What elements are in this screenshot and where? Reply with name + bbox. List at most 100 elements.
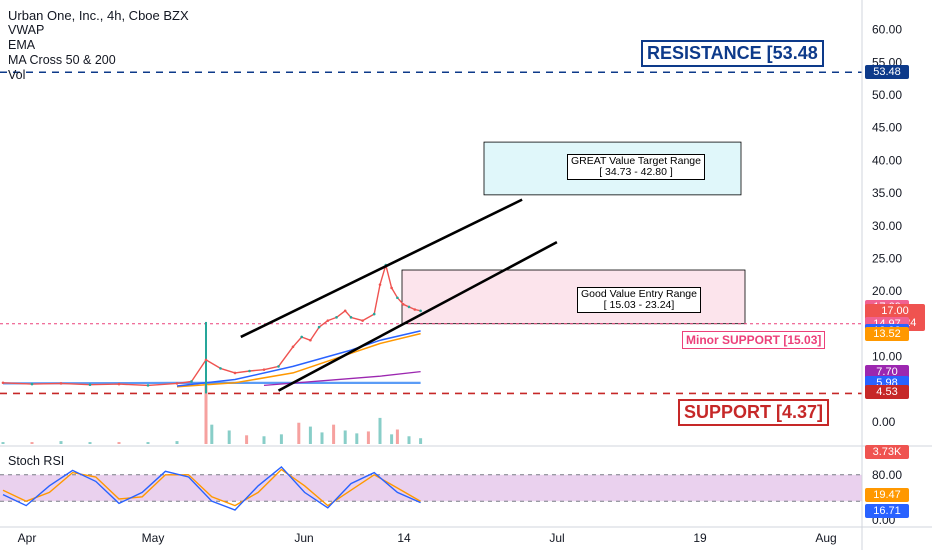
price-point: [407, 305, 411, 309]
indicator-ma-cross[interactable]: MA Cross 50 & 200: [8, 53, 116, 67]
ema-200-line: [176, 332, 421, 388]
volume-bar: [407, 436, 411, 444]
price-point: [396, 296, 399, 300]
target-range-values: [ 34.73 - 42.80 ]: [599, 166, 673, 178]
stoch-d-line: [2, 468, 421, 507]
price-point: [88, 383, 92, 387]
price-point: [343, 309, 347, 313]
stoch-rsi-pane: 80.000.00: [0, 465, 902, 527]
resistance-label[interactable]: RESISTANCE [53.48: [641, 40, 824, 67]
oscillator-title: Stoch RSI: [8, 454, 65, 468]
price-point: [190, 380, 193, 383]
stoch-band: [0, 474, 862, 502]
price-point: [300, 335, 304, 339]
volume-bar: [355, 433, 359, 444]
price-badge: 3.73K: [865, 445, 909, 460]
price-point: [317, 325, 321, 329]
indicator-ema[interactable]: EMA: [8, 38, 36, 52]
price-point: [413, 308, 417, 311]
chart-title: Urban One, Inc., 4h, Cboe BZX: [8, 8, 189, 23]
volume-bar: [366, 431, 370, 444]
price-point: [309, 338, 312, 342]
y-tick-label: 20.00: [872, 284, 902, 298]
price-badge: 7.70: [865, 364, 909, 379]
price-point: [277, 365, 280, 368]
volume-bar: [175, 441, 179, 444]
x-tick-label: Jul: [549, 531, 564, 545]
price-point: [390, 286, 393, 290]
volume-bar: [343, 430, 347, 444]
x-tick-label: 19: [693, 531, 707, 545]
channel-lower-line[interactable]: [277, 241, 558, 392]
volume-bar: [245, 435, 249, 444]
price-badge: 53.48: [865, 65, 909, 80]
price-point: [219, 367, 222, 370]
price-point: [146, 384, 150, 387]
volume-bar: [308, 426, 312, 444]
indicator-vwap[interactable]: VWAP: [8, 23, 45, 37]
channel-upper-line[interactable]: [240, 198, 523, 339]
volume-bar: [210, 424, 214, 444]
volume-bar: [297, 422, 301, 444]
y-tick-label: 35.00: [872, 186, 902, 200]
y-tick-label: 60.00: [872, 23, 902, 37]
support-label[interactable]: SUPPORT [4.37]: [678, 399, 830, 426]
target-range-label: GREAT Value Target Range [ 34.73 - 42.80…: [567, 154, 705, 180]
x-tick-label: May: [142, 531, 165, 545]
indicator-vol[interactable]: Vol: [8, 68, 26, 82]
minor-support-label[interactable]: Minor SUPPORT [15.03]: [682, 331, 826, 349]
entry-range-label: Good Value Entry Range [ 15.03 - 23.24]: [577, 287, 701, 313]
volume-bar: [227, 430, 231, 444]
price-badge-value: 17.00: [881, 304, 909, 317]
price-badge: 13.52: [865, 326, 909, 341]
level-lines: [0, 71, 862, 395]
y-tick-label: 30.00: [872, 219, 902, 233]
y-tick-label: 45.00: [872, 121, 902, 135]
volume-bar: [390, 434, 394, 444]
price-point: [1, 381, 5, 385]
price-point: [419, 309, 422, 313]
price-point: [401, 302, 405, 306]
x-tick-label: Aug: [815, 531, 836, 545]
price-point: [335, 316, 338, 319]
volume-bar: [117, 442, 121, 444]
price-point: [233, 371, 237, 375]
price-point: [326, 319, 330, 322]
volume-bar: [30, 442, 34, 444]
y-tick-label: 40.00: [872, 153, 902, 167]
volume-bar: [279, 434, 283, 444]
chart-legend: Urban One, Inc., 4h, Cboe BZX VWAP EMA M…: [8, 8, 189, 83]
x-tick-label: Apr: [18, 531, 37, 545]
volume-bar: [378, 417, 382, 444]
price-point: [291, 345, 295, 349]
price-point: [378, 283, 382, 286]
price-point: [349, 316, 353, 319]
volume-bar: [395, 429, 399, 444]
volume-bars: [1, 386, 423, 444]
price-point: [175, 382, 179, 385]
ema-50-line: [176, 330, 421, 387]
price-point: [262, 368, 266, 371]
trend-channel[interactable]: [240, 198, 558, 392]
price-point: [30, 382, 34, 386]
volume-bar: [88, 442, 92, 444]
price-point: [361, 319, 364, 322]
price-point: [204, 358, 208, 362]
x-tick-label: Jun: [294, 531, 313, 545]
volume-bar: [419, 438, 423, 444]
osc-tick-label: 80.00: [872, 468, 902, 482]
volume-bar: [320, 432, 324, 444]
stoch-d-badge: 16.71: [865, 504, 909, 518]
x-tick-label: 14: [397, 531, 411, 545]
price-point: [248, 369, 251, 373]
price-point: [59, 382, 63, 385]
y-tick-label: 50.00: [872, 88, 902, 102]
stoch-k-line: [2, 465, 421, 511]
price-line: [2, 264, 421, 387]
volume-bar: [204, 386, 208, 444]
volume-bar: [59, 441, 63, 444]
y-tick-label: 10.00: [872, 350, 902, 364]
y-tick-label: 25.00: [872, 252, 902, 266]
